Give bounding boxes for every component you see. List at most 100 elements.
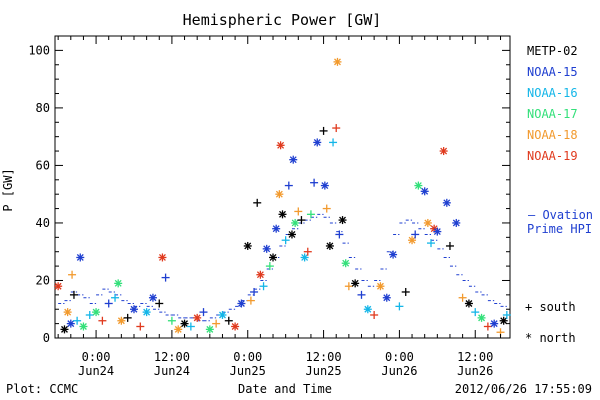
- x-tick-date: Jun24: [78, 364, 114, 378]
- x-tick-date: Jun25: [306, 364, 342, 378]
- south-point: [322, 204, 331, 213]
- south-point: [483, 322, 492, 331]
- south-point: [123, 313, 132, 322]
- south-point: [344, 282, 353, 291]
- north-point: [499, 316, 508, 325]
- chart-title: Hemispheric Power [GW]: [183, 11, 382, 29]
- south-point: [306, 210, 315, 219]
- north-point: [477, 313, 486, 322]
- north-point: [66, 319, 75, 328]
- south-point: [335, 230, 344, 239]
- north-point: [414, 181, 423, 190]
- north-point: [452, 218, 461, 227]
- north-point: [325, 241, 334, 250]
- x-tick-date: Jun25: [230, 364, 266, 378]
- north-point: [92, 308, 101, 317]
- y-tick-label: 100: [28, 43, 50, 57]
- south-point: [253, 198, 262, 207]
- north-point: [408, 236, 417, 245]
- south-point: [411, 230, 420, 239]
- north-point: [117, 316, 126, 325]
- south-point: [224, 316, 233, 325]
- legend: METP-02 NOAA-15 NOAA-16 NOAA-17 NOAA-18 NOAA-…: [527, 44, 578, 163]
- north-point: [278, 210, 287, 219]
- north-point: [114, 279, 123, 288]
- x-tick-time: 0:00: [385, 350, 414, 364]
- south-point: [319, 126, 328, 135]
- north-point: [79, 322, 88, 331]
- y-tick-label: 0: [43, 331, 50, 345]
- south-point: [155, 299, 164, 308]
- north-point: [382, 293, 391, 302]
- north-point: [420, 187, 429, 196]
- north-point: [341, 259, 350, 268]
- plot-frame: [54, 35, 511, 339]
- x-axis: 0:00Jun2412:00Jun240:00Jun2512:00Jun250:…: [57, 36, 502, 378]
- south-point: [246, 296, 255, 305]
- north-point: [60, 325, 69, 334]
- south-point: [458, 293, 467, 302]
- x-tick-date: Jun24: [154, 364, 190, 378]
- x-tick-date: Jun26: [457, 364, 493, 378]
- north-point: [180, 319, 189, 328]
- footer-xlabel: Date and Time: [238, 382, 332, 396]
- north-point: [442, 198, 451, 207]
- north-point: [490, 319, 499, 328]
- south-point: [502, 310, 511, 319]
- south-point: [294, 207, 303, 216]
- south-point: [259, 282, 268, 291]
- north-point: [54, 282, 63, 291]
- south-point: [167, 316, 176, 325]
- north-point: [148, 293, 157, 302]
- north-point: [351, 279, 360, 288]
- north-point: [237, 299, 246, 308]
- legend-entry: NOAA-19: [527, 149, 578, 163]
- north-point: [423, 218, 432, 227]
- south-point: [69, 290, 78, 299]
- x-tick-time: 0:00: [82, 350, 111, 364]
- north-point: [276, 141, 285, 150]
- north-point: [262, 244, 271, 253]
- south-point: [284, 181, 293, 190]
- south-point: [303, 247, 312, 256]
- y-axis-label: P [GW]: [1, 168, 15, 211]
- north-point: [376, 282, 385, 291]
- south-point: [104, 299, 113, 308]
- x-tick-time: 12:00: [306, 350, 342, 364]
- south-point: [98, 316, 107, 325]
- north-point: [243, 241, 252, 250]
- north-point: [158, 253, 167, 262]
- footer-credit: Plot: CCMC: [6, 382, 78, 396]
- north-point: [269, 253, 278, 262]
- north-point: [193, 313, 202, 322]
- north-point: [275, 190, 284, 199]
- x-tick-time: 0:00: [233, 350, 262, 364]
- north-point: [338, 216, 347, 225]
- north-point: [218, 310, 227, 319]
- ovation-legend-line1: — Ovation: [528, 208, 593, 222]
- data-points: [54, 57, 511, 337]
- north-point: [320, 181, 329, 190]
- y-tick-label: 60: [36, 158, 50, 172]
- north-point: [439, 147, 448, 156]
- south-point: [310, 178, 319, 187]
- south-point: [186, 322, 195, 331]
- legend-entry: METP-02: [527, 44, 578, 58]
- north-point: [205, 325, 214, 334]
- legend-entry: NOAA-15: [527, 65, 578, 79]
- footer-timestamp: 2012/06/26 17:55:09: [455, 382, 592, 396]
- north-point: [129, 305, 138, 314]
- x-tick-time: 12:00: [154, 350, 190, 364]
- north-point: [333, 57, 342, 66]
- ovation-legend: — Ovation Prime HPI: [527, 208, 593, 236]
- north-point: [313, 138, 322, 147]
- south-point: [329, 138, 338, 147]
- y-tick-label: 20: [36, 273, 50, 287]
- x-tick-date: Jun26: [381, 364, 417, 378]
- north-point: [287, 230, 296, 239]
- north-point: [174, 325, 183, 334]
- south-point: [212, 319, 221, 328]
- north-point: [433, 227, 442, 236]
